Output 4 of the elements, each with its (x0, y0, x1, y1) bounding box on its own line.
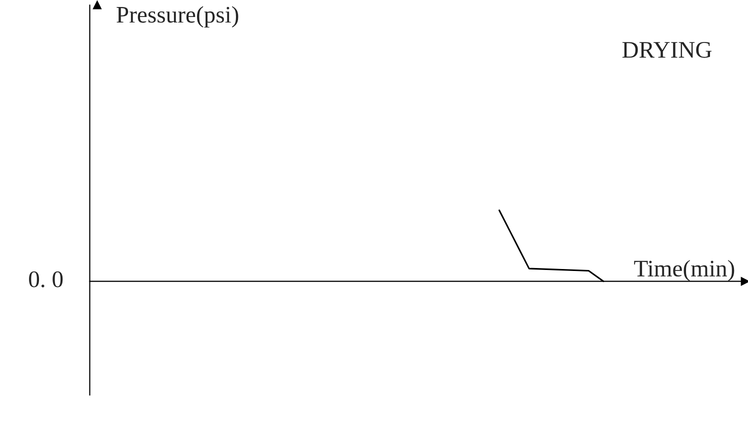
text: 0. 0 (29, 271, 63, 288)
chart-title: DRYING (622, 42, 712, 58)
text: Pressure(psi) (116, 6, 238, 28)
x-axis-title: Time(min) (634, 260, 734, 282)
